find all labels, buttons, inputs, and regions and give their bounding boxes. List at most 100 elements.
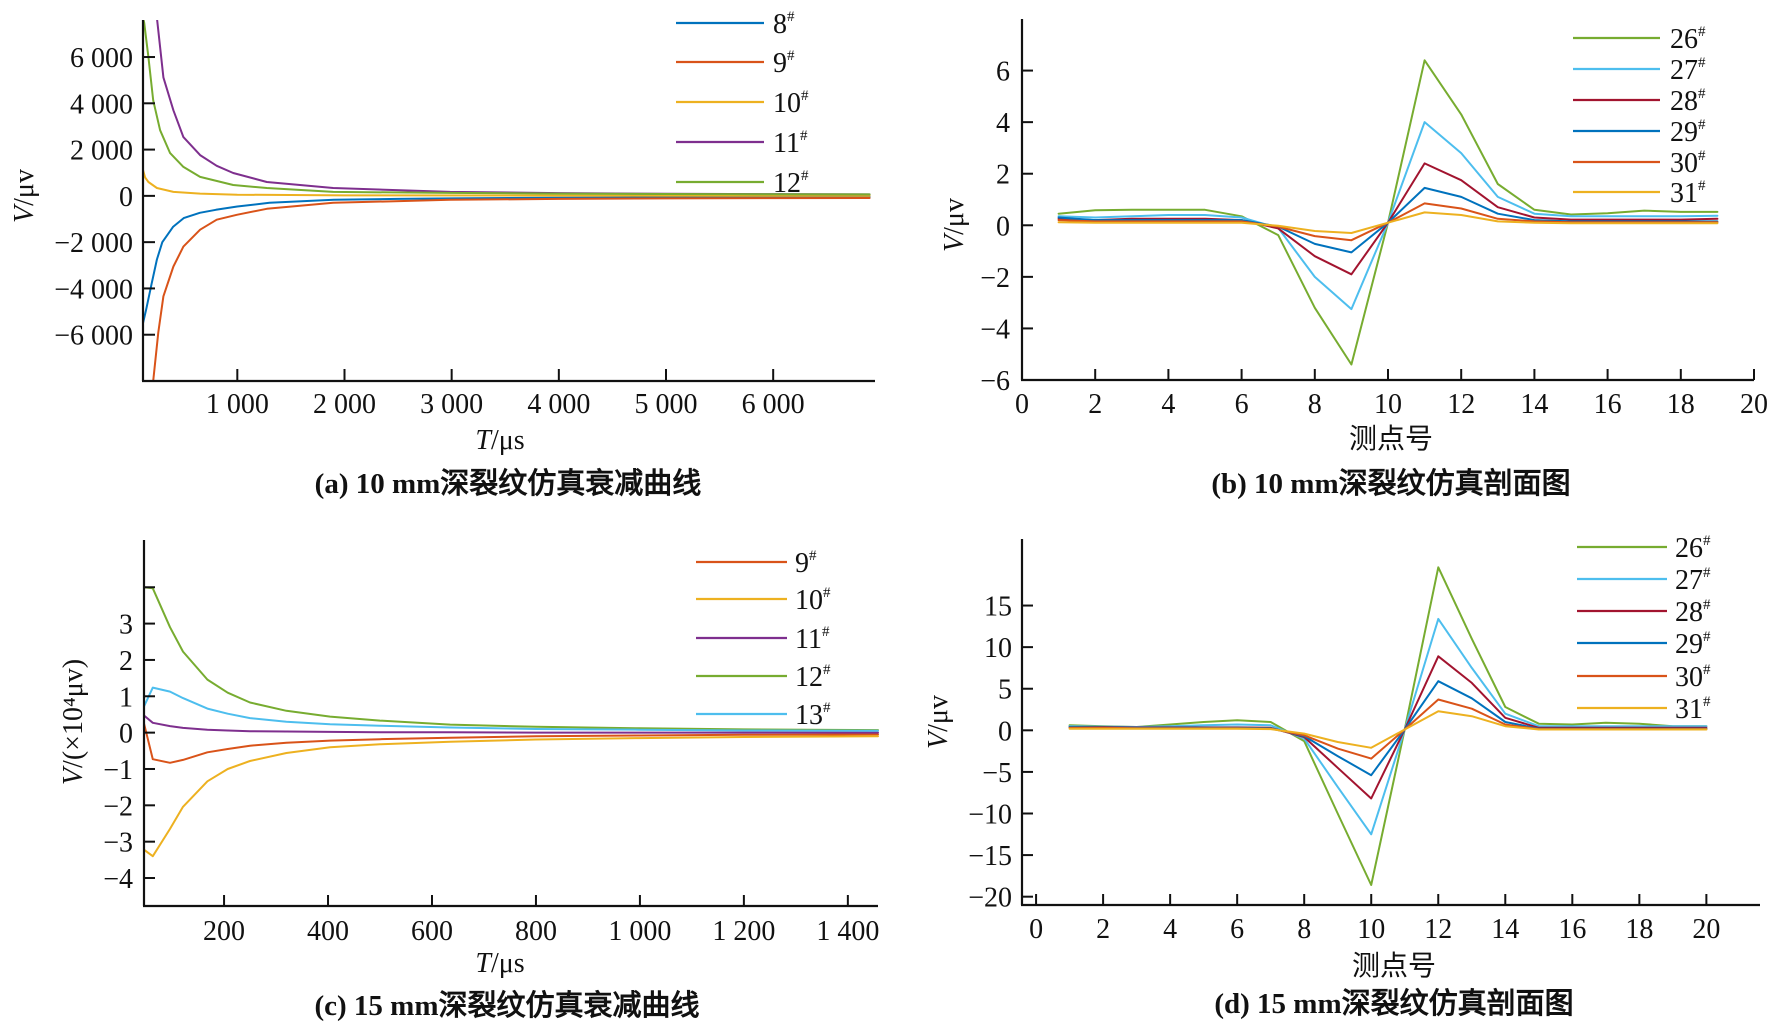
y-tick-label: −4 xyxy=(103,864,133,895)
x-tick-label: 4 000 xyxy=(527,389,590,420)
x-axis-label: T/μs xyxy=(475,425,524,456)
legend-item: 11# xyxy=(696,624,830,655)
y-tick-label: 0 xyxy=(998,716,1012,747)
x-tick-label: 1 000 xyxy=(206,389,269,420)
legend-label: 10# xyxy=(773,88,809,119)
series-line-10 xyxy=(144,735,879,858)
chart-panel-b: 0 2 4 6 8 10 12 14 16 18 20 −6 −4 −2 0 2 4 6 测点号 V/μv 26#27#… xyxy=(939,19,1768,455)
y-axis-label: V/μv xyxy=(939,198,970,252)
y-tick-label: 4 xyxy=(996,108,1010,139)
y-tick-label: 1 xyxy=(119,682,133,713)
series-line-9 xyxy=(152,197,871,381)
series-line-11 xyxy=(156,20,871,196)
legend-item: 30# xyxy=(1573,148,1706,179)
legend-item: 29# xyxy=(1573,117,1706,148)
legend-label: 29# xyxy=(1675,629,1711,660)
x-tick-label: 3 000 xyxy=(420,389,483,420)
legend-item: 13# xyxy=(696,700,831,731)
legend-item: 10# xyxy=(696,585,831,616)
x-axis-label: 测点号 xyxy=(1349,424,1433,455)
x-tick-label: 6 xyxy=(1235,389,1249,420)
legend-item: 9# xyxy=(696,548,817,579)
plot-area xyxy=(1057,59,1719,366)
legend-item: 9# xyxy=(676,48,795,79)
series-line-26 xyxy=(1057,59,1719,366)
x-tick-label: 12 xyxy=(1424,914,1452,945)
y-tick-label: −4 xyxy=(980,314,1010,345)
x-axis-label: 测点号 xyxy=(1352,951,1436,982)
x-tick-label: 2 xyxy=(1096,914,1110,945)
legend-label: 11# xyxy=(773,128,808,159)
x-tick-label: 8 xyxy=(1297,914,1311,945)
y-tick-label: −15 xyxy=(968,841,1012,872)
series-line-13 xyxy=(144,686,879,732)
legend-label: 8# xyxy=(773,9,795,40)
caption-d: (d) 15 mm深裂纹仿真剖面图 xyxy=(1214,986,1573,1020)
legend-item: 11# xyxy=(676,128,808,159)
caption-c: (c) 15 mm深裂纹仿真衰减曲线 xyxy=(314,988,699,1022)
x-tick-label: 10 xyxy=(1357,914,1385,945)
legend: 8# 9# 10# 11# 12# xyxy=(676,9,809,199)
y-tick-label: −20 xyxy=(968,883,1012,914)
legend-label: 30# xyxy=(1670,148,1706,179)
x-axis-label: T/μs xyxy=(475,948,524,979)
y-tick-label: 2 xyxy=(996,160,1010,191)
x-tick-label: 12 xyxy=(1447,389,1475,420)
series-line-8 xyxy=(143,196,871,325)
x-tick-label: 1 000 xyxy=(608,916,671,947)
y-tick-label: −5 xyxy=(982,758,1012,789)
x-tick-label: 800 xyxy=(515,916,557,947)
y-tick-label: −2 xyxy=(103,791,133,822)
legend-item: 31# xyxy=(1577,694,1711,725)
y-tick-label: −10 xyxy=(968,800,1012,831)
y-tick-label: −1 xyxy=(103,755,133,786)
y-tick-label: −6 000 xyxy=(54,321,133,352)
plot-area xyxy=(144,586,879,858)
legend-label: 27# xyxy=(1670,55,1706,86)
y-tick-label: 4 000 xyxy=(70,89,133,120)
y-tick-label: −3 xyxy=(103,828,133,859)
y-tick-label: −2 000 xyxy=(54,228,133,259)
legend-item: 12# xyxy=(676,168,809,199)
legend-item: 31# xyxy=(1573,178,1706,209)
y-axis-label: V/(×10⁴μv) xyxy=(58,659,89,785)
y-tick-label: 10 xyxy=(984,633,1012,664)
legend-item: 27# xyxy=(1573,55,1706,86)
legend-item: 27# xyxy=(1577,565,1711,596)
legend: 9# 10# 11# 12# 13# xyxy=(696,548,831,731)
x-tick-label: 6 xyxy=(1230,914,1244,945)
legend-item: 28# xyxy=(1577,597,1711,628)
legend-item: 30# xyxy=(1577,662,1711,693)
y-tick-label: 0 xyxy=(119,719,133,750)
series-line-11 xyxy=(144,714,879,734)
x-tick-label: 16 xyxy=(1558,914,1586,945)
y-tick-label: 5 xyxy=(998,675,1012,706)
legend-label: 12# xyxy=(773,168,809,199)
y-tick-label: 2 000 xyxy=(70,136,133,167)
series-line-12 xyxy=(143,20,871,196)
y-tick-label: 3 xyxy=(119,610,133,641)
legend-label: 27# xyxy=(1675,565,1711,596)
plot-area xyxy=(143,20,871,381)
x-tick-label: 1 400 xyxy=(816,916,879,947)
legend-label: 13# xyxy=(795,700,831,731)
y-tick-label: −6 xyxy=(980,366,1010,397)
x-tick-label: 0 xyxy=(1029,914,1043,945)
x-tick-label: 1 200 xyxy=(712,916,775,947)
legend-label: 29# xyxy=(1670,117,1706,148)
x-tick-label: 400 xyxy=(307,916,349,947)
series-line-27 xyxy=(1068,617,1708,836)
legend-label: 30# xyxy=(1675,662,1711,693)
x-tick-label: 2 000 xyxy=(313,389,376,420)
x-tick-label: 4 xyxy=(1161,389,1175,420)
caption-b: (b) 10 mm深裂纹仿真剖面图 xyxy=(1211,466,1570,500)
y-axis-label: V/μv xyxy=(9,169,40,223)
legend-label: 31# xyxy=(1675,694,1711,725)
chart-panels: 1 000 2 000 3 000 4 000 5 000 6 000−6 000−4 0… xyxy=(9,9,1768,982)
x-tick-label: 14 xyxy=(1520,389,1548,420)
legend-item: 28# xyxy=(1573,86,1706,117)
legend-label: 26# xyxy=(1675,533,1711,564)
legend-label: 9# xyxy=(773,48,795,79)
legend-label: 28# xyxy=(1675,597,1711,628)
